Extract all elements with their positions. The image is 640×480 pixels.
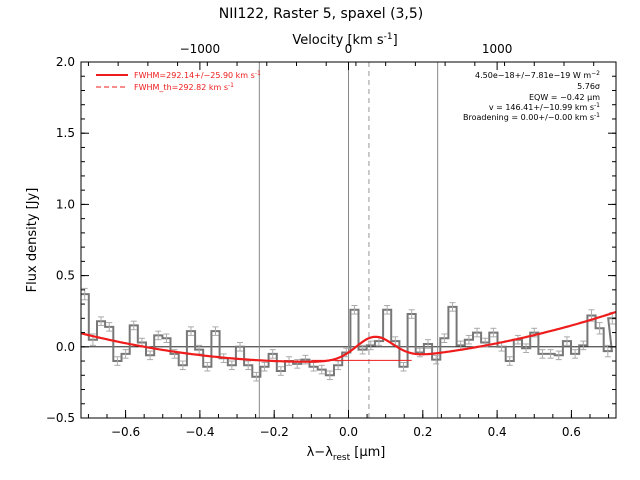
annotation-velocity: v = 146.41+/−10.99 km s-1 — [489, 102, 600, 112]
y-tick-label: 1.5 — [56, 126, 75, 140]
legend-label-fwhm: FWHM=292.14+/−25.90 km s-1 — [134, 70, 261, 80]
legend-label-fwhm-th-sup: -1 — [228, 82, 234, 89]
top-tick-label: −1000 — [180, 42, 221, 56]
plot-area — [81, 62, 616, 418]
top-axis-label: Velocity [km s-1] — [292, 32, 397, 48]
annotation-flux: 4.50e−18+/−7.81e−19 W m−2 — [475, 70, 600, 80]
x-tick-label: −0.6 — [111, 425, 140, 439]
axes: −0.6 −0.4 −0.2 0.0 0.2 0.4 0.6 −1000 0 1000 −0.5 0.… — [46, 42, 617, 439]
y-tick-label: 1.0 — [56, 197, 75, 211]
annotation-broadening: Broadening = 0.00+/−0.00 km s-1 — [463, 112, 600, 122]
top-axis-label-end: ] — [393, 33, 398, 48]
x-tick-label: −0.4 — [185, 425, 214, 439]
y-tick-label: −0.5 — [46, 411, 75, 425]
y-tick-label: 0.5 — [56, 269, 75, 283]
y-tick-label: 0.0 — [56, 340, 75, 354]
x-axis-label: λ−λrest [μm] — [307, 445, 386, 463]
top-tick-label: 0 — [345, 42, 353, 56]
legend-label-fwhm-text: FWHM=292.14+/−25.90 km s — [134, 71, 255, 80]
top-tick-label: 1000 — [482, 42, 513, 56]
top-axis-label-text: Velocity [km s — [292, 33, 384, 48]
chart-title: NII122, Raster 5, spaxel (3,5) — [219, 6, 424, 22]
x-axis-label-sub: rest — [333, 453, 351, 463]
legend-label-fwhm-th-text: FWHM_th=292.82 km s — [134, 83, 228, 92]
y-axis-label: Flux density [Jy] — [25, 188, 40, 293]
fit-curve — [81, 310, 616, 363]
x-tick-label: 0.6 — [562, 425, 581, 439]
x-tick-label: 0.4 — [488, 425, 507, 439]
y-tick-label: 2.0 — [56, 55, 75, 69]
x-tick-label: −0.2 — [260, 425, 289, 439]
legend: FWHM=292.14+/−25.90 km s-1 FWHM_th=292.8… — [96, 70, 261, 92]
spectrum-steps — [81, 293, 616, 378]
fit-annotations: 4.50e−18+/−7.81e−19 W m−2 5.76σ EQW = −0… — [463, 70, 600, 122]
x-axis-label-main: λ−λ — [307, 445, 334, 460]
x-tick-label: 0.0 — [339, 425, 358, 439]
x-axis-label-unit: [μm] — [350, 445, 385, 460]
top-axis-label-sup: -1 — [384, 32, 393, 42]
annotation-eqw: EQW = −0.42 μm — [529, 93, 600, 102]
plot-content — [81, 62, 616, 418]
x-tick-label: 0.2 — [413, 425, 432, 439]
legend-label-fwhm-th: FWHM_th=292.82 km s-1 — [134, 82, 234, 92]
annotation-sigma: 5.76σ — [577, 82, 600, 91]
legend-label-fwhm-sup: -1 — [255, 70, 261, 77]
